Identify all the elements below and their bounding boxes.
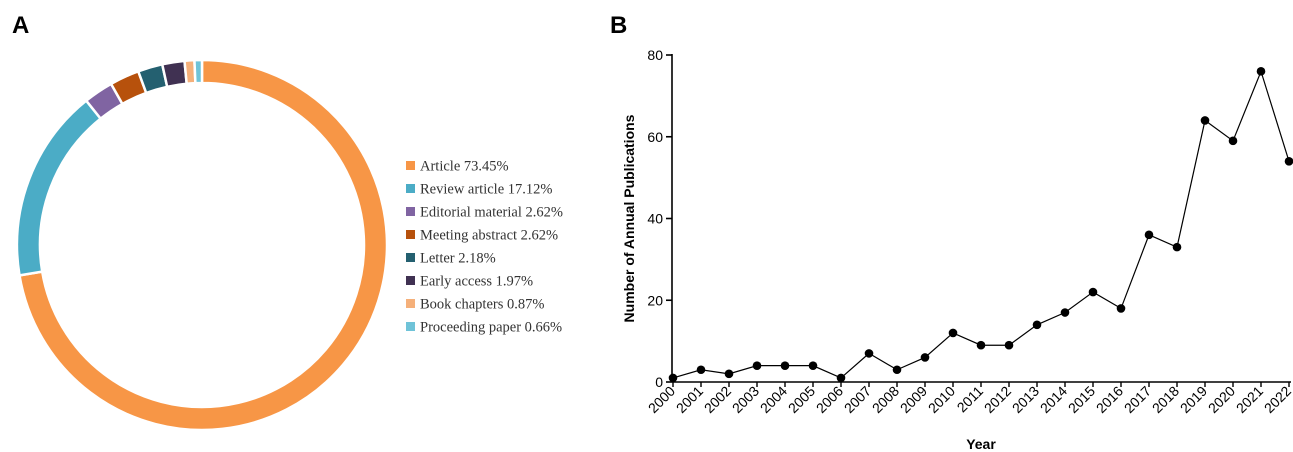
line-chart: 0204060802000200120022003200420052006200…: [621, 47, 1293, 452]
data-point: [1200, 116, 1210, 125]
x-tick-label: 2019: [1177, 383, 1210, 416]
legend-label: Editorial material 2.62%: [420, 205, 563, 221]
panel-b-label: B: [610, 12, 627, 39]
data-point: [1256, 67, 1266, 76]
x-tick-label: 2016: [1093, 383, 1126, 416]
x-tick-label: 2002: [701, 383, 734, 416]
data-point: [724, 369, 734, 379]
x-tick-label: 2009: [897, 383, 930, 416]
data-point: [892, 365, 902, 375]
x-tick-label: 2005: [785, 383, 818, 416]
donut-legend: Article 73.45% Review article 17.12% Edito…: [406, 159, 563, 336]
data-point: [1088, 287, 1098, 297]
legend-swatch: [406, 299, 415, 308]
panel-a-label: A: [12, 12, 29, 39]
legend-swatch: [406, 276, 415, 285]
data-point: [1060, 308, 1070, 317]
legend-swatch: [406, 184, 415, 193]
x-tick-label: 2010: [925, 383, 958, 416]
line-chart-series: [668, 67, 1293, 383]
line-chart-axes: 0204060802000200120022003200420052006200…: [645, 47, 1293, 416]
x-tick-label: 2001: [673, 383, 706, 416]
data-point: [864, 349, 874, 358]
legend-label: Book chapters 0.87%: [420, 297, 544, 313]
data-point: [1004, 340, 1014, 350]
legend-label: Review article 17.12%: [420, 182, 552, 198]
x-tick-label: 2012: [981, 383, 1014, 416]
data-point: [1172, 242, 1182, 252]
y-axis-title: Number of Annual Publications: [621, 114, 637, 322]
data-point: [1284, 156, 1293, 166]
data-point: [1032, 320, 1042, 330]
y-tick-label: 0: [655, 374, 663, 390]
donut-slice: [160, 59, 189, 89]
x-tick-label: 2011: [954, 383, 987, 416]
data-point: [836, 373, 846, 383]
y-tick-label: 20: [647, 292, 663, 308]
data-point: [920, 353, 930, 362]
x-tick-label: 2020: [1205, 383, 1238, 416]
x-tick-label: 2015: [1065, 383, 1098, 416]
donut-slice: [193, 58, 204, 85]
data-point: [668, 373, 678, 383]
y-tick-label: 80: [647, 47, 663, 63]
legend-label: Early access 1.97%: [420, 274, 533, 290]
data-point: [948, 328, 958, 338]
data-point: [1228, 136, 1238, 146]
data-point: [696, 365, 706, 375]
x-tick-label: 2006: [813, 383, 846, 416]
x-tick-label: 2004: [757, 383, 790, 416]
x-tick-label: 2000: [645, 383, 678, 416]
legend-swatch: [406, 230, 415, 239]
data-point: [1144, 230, 1154, 240]
x-tick-label: 2018: [1149, 383, 1182, 416]
legend-label: Letter 2.18%: [420, 251, 496, 267]
x-tick-label: 2022: [1261, 383, 1293, 416]
x-tick-label: 2008: [869, 383, 902, 416]
x-tick-label: 2007: [841, 383, 874, 416]
x-tick-label: 2021: [1233, 383, 1266, 416]
data-point: [976, 340, 986, 350]
x-tick-label: 2014: [1037, 383, 1070, 416]
data-point: [780, 361, 790, 370]
legend-label: Article 73.45%: [420, 159, 509, 175]
x-tick-label: 2017: [1121, 383, 1154, 416]
legend-swatch: [406, 207, 415, 216]
donut-chart: [15, 58, 389, 432]
data-point: [752, 361, 762, 370]
series-line: [672, 69, 1290, 379]
legend-swatch: [406, 253, 415, 262]
data-point: [808, 361, 818, 370]
x-tick-label: 2003: [729, 383, 762, 416]
legend-label: Proceeding paper 0.66%: [420, 320, 562, 336]
x-tick-label: 2013: [1009, 383, 1042, 416]
legend-label: Meeting abstract 2.62%: [420, 228, 558, 244]
data-point: [1116, 304, 1126, 313]
donut-slice: [15, 98, 103, 277]
donut-slice: [18, 58, 389, 432]
y-tick-label: 40: [647, 211, 663, 227]
y-tick-label: 60: [647, 129, 663, 145]
x-axis-title: Year: [966, 436, 996, 452]
legend-swatch: [406, 322, 415, 331]
legend-swatch: [406, 161, 415, 170]
